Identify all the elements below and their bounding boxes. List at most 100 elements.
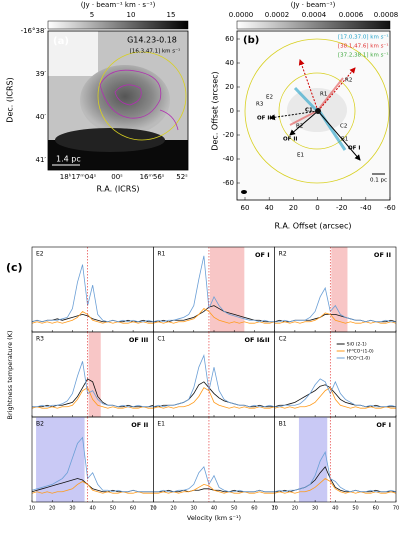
source-label: B1 bbox=[341, 137, 348, 143]
spectrum-line bbox=[274, 384, 396, 408]
map-emission bbox=[80, 65, 170, 135]
outflow-arrow bbox=[317, 67, 356, 112]
source-label: C1 bbox=[305, 108, 313, 114]
colorbar-tick: 15 bbox=[167, 11, 176, 19]
spectrum-line bbox=[153, 255, 275, 323]
outflow-label: OF I&II bbox=[245, 336, 270, 344]
spectrum-panel: 10 20 30 40 50 60 70 E1 bbox=[150, 416, 278, 512]
x-tick-label: 52ˢ bbox=[176, 173, 188, 181]
spectrum-line bbox=[32, 361, 154, 408]
y-tick-label: -60 bbox=[223, 179, 234, 187]
x-tick-label: 40 bbox=[332, 506, 338, 512]
outflow-arrow bbox=[269, 110, 319, 121]
outflow-label: OF II bbox=[131, 421, 148, 429]
spectrum-name: E1 bbox=[157, 421, 165, 428]
spectrum-line bbox=[274, 286, 396, 323]
colorbar-label: (Jy · beam⁻¹) bbox=[291, 1, 336, 9]
colorbar-tick: 0.0000 bbox=[229, 11, 254, 19]
panel-b: (Jy · beam⁻¹) 0.0000 0.0002 0.0004 0.000… bbox=[211, 1, 399, 231]
spectrum-line bbox=[274, 387, 396, 409]
x-tick-label: -40 bbox=[360, 204, 371, 212]
x-axis-label: R.A. Offset (arcsec) bbox=[275, 222, 352, 231]
region-circle bbox=[244, 38, 390, 184]
spectrum-line bbox=[153, 387, 275, 409]
spectrum-line bbox=[274, 451, 397, 493]
y-axis-label: Dec. Offset (arcsec) bbox=[211, 71, 220, 150]
x-axis-label: Velocity (km s⁻¹) bbox=[187, 514, 241, 522]
region-circle bbox=[278, 72, 356, 150]
velocity-range bbox=[331, 247, 348, 332]
spectrum-line bbox=[274, 466, 396, 493]
outflow-label: OF I bbox=[348, 146, 360, 152]
outflow-arrow bbox=[317, 110, 361, 161]
outflow-label: OF I bbox=[255, 251, 270, 259]
spectrum-panel: E2 bbox=[31, 246, 154, 333]
scale-bar-label: 1.4 pc bbox=[56, 155, 81, 164]
y-tick-label: -40 bbox=[223, 155, 234, 163]
velocity-range bbox=[298, 417, 328, 502]
spectrum-name: B2 bbox=[36, 421, 44, 428]
frame bbox=[47, 30, 189, 171]
x-tick-label: 50 bbox=[110, 506, 116, 512]
y-tick-label: 20 bbox=[225, 83, 234, 91]
spectrum-name: B1 bbox=[279, 421, 287, 428]
x-tick-label: 50 bbox=[231, 506, 237, 512]
x-tick-label: -20 bbox=[336, 204, 347, 212]
x-tick-label: 10 bbox=[271, 506, 277, 512]
spectrum-line bbox=[153, 353, 275, 408]
panel-label: (c) bbox=[6, 261, 23, 274]
colorbar-tick: 0.0002 bbox=[265, 11, 290, 19]
x-tick-label: 18ʰ17ᵐ04ˢ bbox=[60, 173, 97, 181]
panel-c: (c) Velocity (km s⁻¹) Brightness tempera… bbox=[6, 246, 399, 522]
x-tick-label: 60 bbox=[251, 506, 257, 512]
contour bbox=[99, 69, 179, 131]
spectrum-name: C2 bbox=[279, 336, 287, 343]
x-tick-label: 60 bbox=[241, 204, 250, 212]
velocity-range bbox=[36, 417, 85, 502]
spectrum-line bbox=[31, 264, 154, 323]
spectrum-panel: R2 OF II bbox=[274, 246, 397, 333]
x-tick-label: 0 bbox=[315, 204, 319, 212]
spectrum-line bbox=[31, 387, 154, 409]
x-tick-label: 10 bbox=[150, 506, 156, 512]
colorbar-tick: 0.0004 bbox=[302, 11, 327, 19]
beam bbox=[241, 190, 247, 194]
frame bbox=[153, 416, 275, 503]
x-tick-label: 20 bbox=[289, 204, 298, 212]
spectrum-name: R2 bbox=[279, 251, 287, 258]
y-tick-label: 39′ bbox=[36, 70, 47, 78]
y-axis-label: Dec. (ICRS) bbox=[6, 77, 15, 122]
spectrum-panel: R1 OF I bbox=[153, 246, 275, 333]
y-tick-label: 0 bbox=[230, 107, 234, 115]
y-tick-label: 41′ bbox=[36, 156, 47, 164]
x-tick-label: 10 bbox=[29, 506, 35, 512]
map-emission bbox=[55, 128, 165, 152]
y-tick-label: 40 bbox=[225, 59, 234, 67]
source-label: R2 bbox=[345, 78, 352, 84]
y-axis-label: Brightness temperature (K) bbox=[6, 331, 14, 420]
outflow-arrow bbox=[289, 110, 319, 136]
outflow-label: OF III bbox=[129, 336, 148, 344]
ticks: 60 40 20 0 -20 -40 -60 60 40 20 0 -20 -40 -60 bbox=[223, 35, 396, 212]
legend-entry: [17.0,37.0] km s⁻¹ bbox=[338, 34, 389, 41]
spectrum-line bbox=[31, 436, 154, 493]
colorbar bbox=[236, 20, 391, 30]
spectrum-name: R1 bbox=[157, 251, 165, 258]
outflow-label: OF II bbox=[374, 251, 391, 259]
spectrum-panel: C1 OF I&II bbox=[153, 331, 275, 418]
source-label: C2 bbox=[340, 124, 347, 130]
spectrum-panel: 10 20 30 40 50 60 70 B1 OF I bbox=[271, 416, 399, 512]
legend-entry: H¹³CO⁺(1-0) bbox=[347, 349, 374, 355]
legend-entry: [37.2,38.1] km s⁻¹ bbox=[338, 52, 389, 59]
x-tick-label: 40 bbox=[211, 506, 217, 512]
spectrum-line bbox=[153, 381, 275, 408]
y-tick-label: -16°38′ bbox=[21, 27, 47, 35]
y-tick-label: -20 bbox=[223, 131, 234, 139]
y-tick-label: 60 bbox=[225, 35, 234, 43]
map-region bbox=[48, 31, 98, 76]
x-tick-label: 30 bbox=[312, 506, 318, 512]
colorbar-label: (Jy · beam⁻¹ km · s⁻¹) bbox=[81, 1, 156, 9]
outflow-label: OF II bbox=[283, 137, 297, 143]
spectrum-name: E2 bbox=[36, 251, 44, 258]
